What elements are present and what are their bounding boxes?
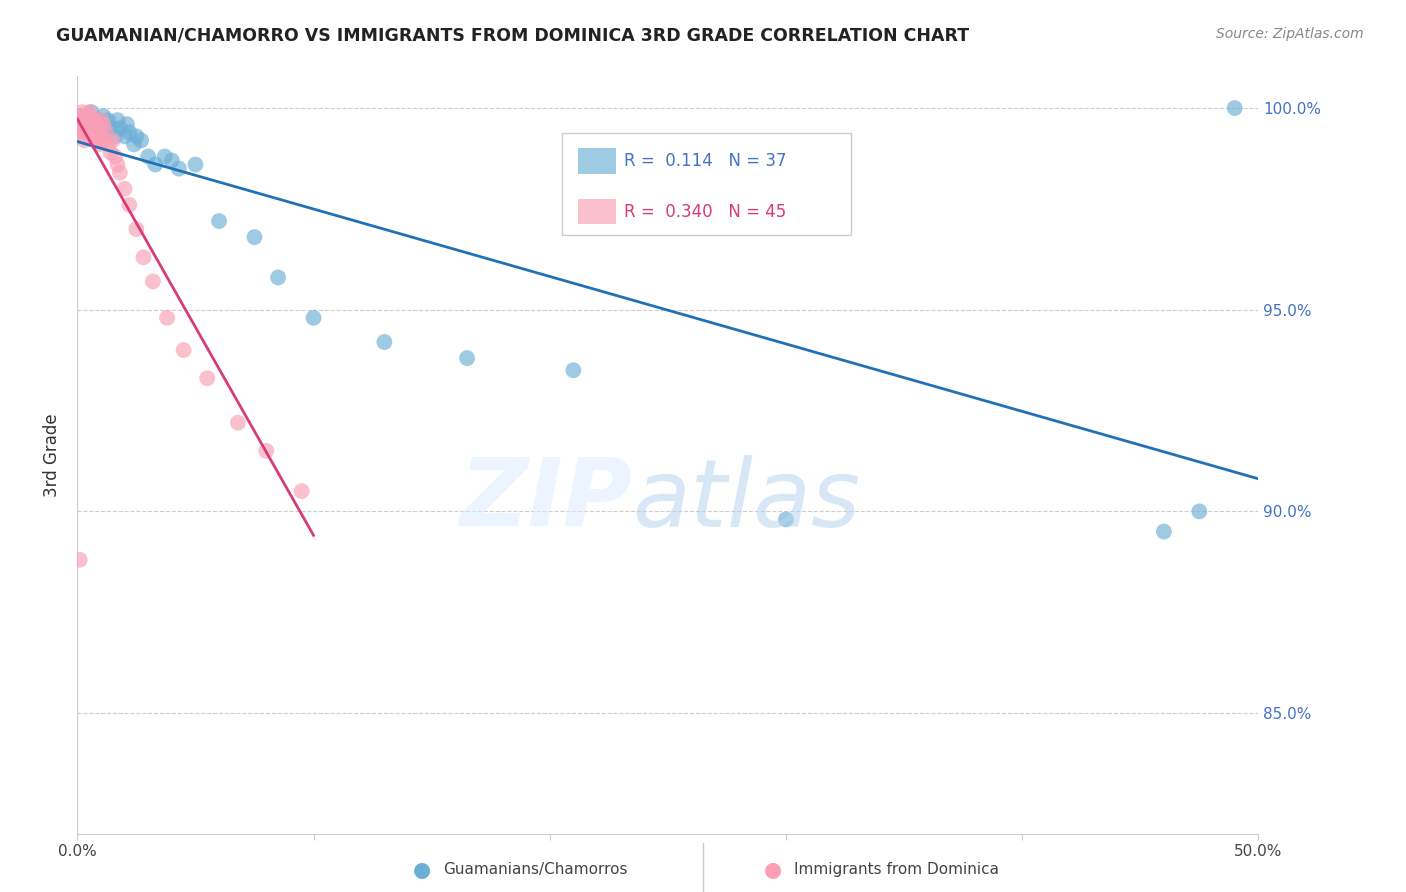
Point (160, 153, 183, 168)
Point (69, 117, 91, 131)
Point (118, 125, 141, 139)
Point (83, 113, 105, 128)
Point (90, 113, 112, 128)
Point (775, 512, 797, 526)
Point (73, 117, 96, 131)
Point (108, 166, 131, 180)
Text: ●: ● (413, 860, 430, 880)
Point (108, 121, 131, 136)
Point (91, 133, 114, 147)
Point (76, 113, 98, 128)
Y-axis label: 3rd Grade: 3rd Grade (44, 413, 62, 497)
Point (156, 310, 179, 325)
Point (91, 117, 114, 131)
Text: R =  0.340   N = 45: R = 0.340 N = 45 (624, 202, 786, 220)
Point (143, 157, 166, 171)
Point (87, 113, 110, 128)
Text: ●: ● (765, 860, 782, 880)
Point (254, 443, 277, 458)
Point (70, 113, 93, 128)
Point (101, 121, 124, 136)
Point (100, 145, 122, 160)
Point (77, 117, 100, 131)
Text: ZIP: ZIP (460, 454, 633, 547)
Point (73, 121, 96, 136)
Point (101, 133, 124, 147)
Point (80, 121, 103, 136)
Point (69, 109, 91, 123)
FancyBboxPatch shape (578, 199, 616, 225)
Point (84, 117, 107, 131)
Point (184, 157, 207, 171)
Point (83, 129, 105, 144)
Point (69, 553, 91, 567)
Point (373, 334, 395, 349)
Point (125, 129, 148, 144)
Point (1153, 524, 1175, 539)
Point (107, 113, 129, 128)
Text: GUAMANIAN/CHAMORRO VS IMMIGRANTS FROM DOMINICA 3RD GRADE CORRELATION CHART: GUAMANIAN/CHAMORRO VS IMMIGRANTS FROM DO… (56, 27, 969, 45)
Point (291, 484, 314, 499)
Point (125, 222, 148, 236)
Point (562, 363, 585, 377)
Point (84, 133, 107, 147)
Point (73, 133, 96, 147)
Point (97, 113, 120, 128)
Point (115, 117, 138, 131)
Point (73, 109, 96, 123)
Point (456, 351, 478, 365)
Text: Guamanians/Chamorros: Guamanians/Chamorros (443, 863, 627, 877)
Point (77, 113, 100, 128)
Point (132, 250, 155, 264)
Point (94, 125, 117, 139)
Point (77, 105, 100, 120)
Point (136, 149, 159, 163)
Point (243, 230, 266, 244)
Point (173, 343, 195, 357)
Point (69, 129, 91, 144)
Text: R =  0.114   N = 37: R = 0.114 N = 37 (624, 152, 786, 169)
Point (84, 121, 107, 136)
Point (122, 137, 145, 152)
Point (90, 117, 112, 131)
Point (77, 129, 100, 144)
Point (118, 198, 141, 212)
Point (76, 125, 98, 139)
Point (167, 161, 190, 176)
Point (1223, 101, 1246, 115)
Text: atlas: atlas (633, 455, 860, 546)
Point (142, 275, 165, 289)
Point (91, 109, 114, 123)
Point (267, 270, 290, 285)
Point (69, 109, 91, 123)
Point (80, 105, 103, 120)
Point (80, 109, 103, 123)
Text: Immigrants from Dominica: Immigrants from Dominica (794, 863, 1000, 877)
Point (87, 137, 110, 152)
Point (129, 133, 152, 147)
Point (1188, 504, 1211, 518)
Point (195, 371, 218, 385)
Point (70, 105, 93, 120)
Point (94, 125, 117, 139)
Point (302, 310, 325, 325)
Point (90, 129, 112, 144)
FancyBboxPatch shape (578, 148, 616, 174)
Text: Source: ZipAtlas.com: Source: ZipAtlas.com (1216, 27, 1364, 41)
Point (70, 125, 93, 139)
FancyBboxPatch shape (561, 133, 851, 235)
Point (107, 157, 129, 171)
Point (226, 416, 249, 430)
Point (208, 214, 231, 228)
Point (97, 137, 120, 152)
Point (114, 182, 136, 196)
Point (114, 129, 136, 144)
Point (153, 149, 176, 163)
Point (104, 129, 127, 144)
Point (104, 149, 127, 163)
Point (87, 121, 110, 136)
